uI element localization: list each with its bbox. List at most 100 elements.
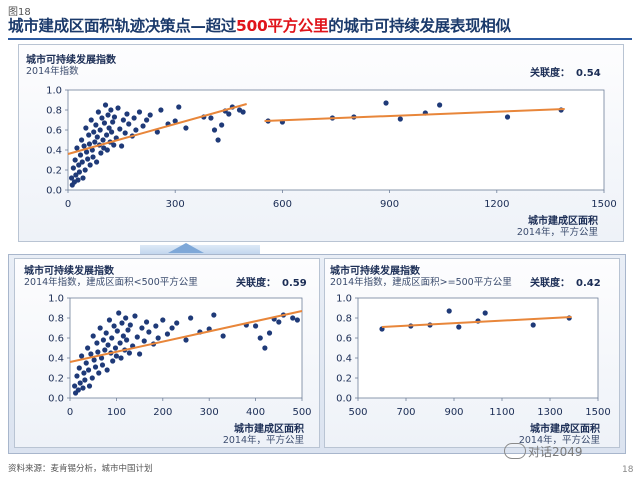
x-tick-label: 500 bbox=[348, 407, 367, 418]
data-point bbox=[68, 175, 75, 181]
x-tick-label: 300 bbox=[166, 199, 185, 210]
y-tick-label: 0.8 bbox=[48, 314, 64, 325]
y-tick-label: 0.2 bbox=[336, 374, 352, 385]
data-point bbox=[219, 122, 225, 128]
data-point bbox=[113, 353, 119, 359]
data-point bbox=[174, 320, 180, 326]
correlation-label: 关联度： bbox=[530, 278, 570, 289]
data-point bbox=[110, 119, 116, 125]
trend-line bbox=[67, 103, 247, 155]
data-point bbox=[85, 367, 92, 373]
chart-small-xlabel: 城市建成区面积 bbox=[234, 424, 304, 435]
data-point bbox=[82, 167, 88, 173]
x-tick-label: 1100 bbox=[489, 407, 514, 418]
data-point bbox=[446, 308, 452, 314]
x-tick-label: 100 bbox=[107, 407, 126, 418]
data-point bbox=[262, 345, 268, 351]
y-tick-label: 0.8 bbox=[336, 314, 352, 325]
x-tick-label: 900 bbox=[380, 199, 399, 210]
figure-label: 图18 bbox=[8, 7, 31, 18]
data-point bbox=[290, 315, 296, 321]
data-point bbox=[104, 147, 110, 153]
data-point bbox=[530, 322, 536, 328]
data-point bbox=[77, 380, 83, 386]
data-point bbox=[119, 143, 125, 149]
data-point bbox=[97, 127, 103, 133]
chart-all-ysub: 2014年指数 bbox=[26, 66, 79, 77]
chart-small-xsub: 2014年，平方公里 bbox=[222, 435, 304, 446]
data-point bbox=[97, 325, 103, 331]
data-point bbox=[89, 375, 95, 381]
data-point bbox=[95, 349, 101, 355]
data-point bbox=[437, 102, 443, 108]
data-point bbox=[183, 337, 189, 343]
data-point bbox=[88, 117, 94, 123]
data-point bbox=[83, 125, 89, 131]
chart-all-correlation: 关联度： 0.54 bbox=[530, 64, 601, 79]
data-point bbox=[397, 116, 403, 122]
data-point bbox=[95, 109, 101, 115]
chart-all-ylabel: 城市可持续发展指数 bbox=[26, 55, 116, 66]
data-point bbox=[220, 333, 226, 339]
data-point bbox=[101, 120, 108, 126]
title-part-2: 的城市可持续发展表现相似 bbox=[328, 17, 511, 35]
data-point bbox=[93, 122, 99, 128]
data-point bbox=[126, 121, 132, 127]
data-point bbox=[76, 365, 82, 371]
x-tick-label: 1200 bbox=[484, 199, 509, 210]
watermark: 对话2049 bbox=[528, 445, 583, 459]
data-point bbox=[99, 362, 106, 368]
data-point bbox=[164, 331, 171, 337]
x-tick-label: 500 bbox=[292, 407, 311, 418]
data-point bbox=[87, 162, 93, 168]
data-point bbox=[108, 129, 115, 135]
data-point bbox=[172, 118, 178, 124]
data-point bbox=[77, 152, 84, 158]
trend-line bbox=[381, 316, 572, 328]
connector-arrow bbox=[168, 243, 204, 253]
data-point bbox=[147, 112, 153, 118]
chart-large-ysub: 2014年指数，建成区面积>=500平方公里 bbox=[330, 277, 512, 288]
data-point bbox=[125, 327, 131, 333]
data-point bbox=[82, 377, 88, 383]
data-point bbox=[72, 383, 78, 389]
data-point bbox=[160, 317, 166, 323]
data-point bbox=[183, 125, 189, 131]
chart-small-ysub: 2014年指数，建成区面积<500平方公里 bbox=[24, 277, 198, 288]
x-tick-label: 700 bbox=[396, 407, 415, 418]
data-point bbox=[127, 322, 133, 328]
data-point bbox=[78, 137, 85, 143]
data-point bbox=[253, 323, 259, 329]
y-tick-label: 0.4 bbox=[46, 146, 62, 157]
data-point bbox=[120, 117, 126, 123]
y-tick-label: 0.8 bbox=[46, 106, 62, 117]
correlation-label: 关联度： bbox=[530, 68, 570, 79]
data-point bbox=[74, 145, 80, 151]
data-point bbox=[108, 107, 114, 113]
data-point bbox=[143, 319, 150, 325]
data-point bbox=[86, 383, 93, 389]
data-point bbox=[94, 134, 100, 140]
data-point bbox=[257, 335, 263, 341]
data-point bbox=[154, 129, 160, 135]
chart-large-xsub: 2014年，平方公里 bbox=[518, 435, 600, 446]
data-point bbox=[112, 345, 119, 351]
data-point bbox=[211, 127, 218, 133]
data-point bbox=[153, 323, 159, 329]
trend-line bbox=[264, 108, 565, 122]
data-point bbox=[105, 342, 111, 348]
data-point bbox=[133, 127, 139, 133]
title-highlight: 500平方公里 bbox=[236, 17, 329, 35]
data-point bbox=[85, 345, 91, 351]
data-point bbox=[120, 333, 126, 339]
y-tick-label: 0.0 bbox=[336, 394, 352, 405]
data-point bbox=[91, 129, 97, 135]
x-tick-label: 0 bbox=[67, 407, 73, 418]
data-point bbox=[74, 373, 80, 379]
data-point bbox=[111, 323, 117, 329]
x-tick-label: 400 bbox=[246, 407, 265, 418]
x-tick-label: 1500 bbox=[585, 407, 610, 418]
data-point bbox=[111, 142, 117, 148]
y-tick-label: 0.0 bbox=[46, 186, 62, 197]
